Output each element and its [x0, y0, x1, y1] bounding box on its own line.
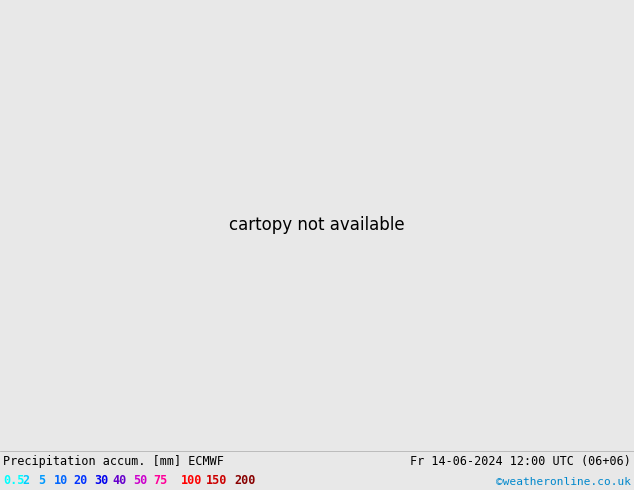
Text: 20: 20	[73, 474, 87, 487]
Text: cartopy not available: cartopy not available	[229, 216, 405, 234]
Text: 75: 75	[153, 474, 167, 487]
Text: Fr 14-06-2024 12:00 UTC (06+06): Fr 14-06-2024 12:00 UTC (06+06)	[410, 455, 631, 467]
Text: 100: 100	[181, 474, 202, 487]
Text: 200: 200	[235, 474, 256, 487]
Text: 150: 150	[206, 474, 228, 487]
Text: 2: 2	[22, 474, 29, 487]
Text: Precipitation accum. [mm] ECMWF: Precipitation accum. [mm] ECMWF	[3, 455, 224, 467]
Text: 5: 5	[38, 474, 45, 487]
Text: 30: 30	[94, 474, 108, 487]
Text: 40: 40	[113, 474, 127, 487]
Text: 10: 10	[54, 474, 68, 487]
Text: 50: 50	[133, 474, 147, 487]
Text: 0.5: 0.5	[3, 474, 25, 487]
Text: ©weatheronline.co.uk: ©weatheronline.co.uk	[496, 477, 631, 487]
